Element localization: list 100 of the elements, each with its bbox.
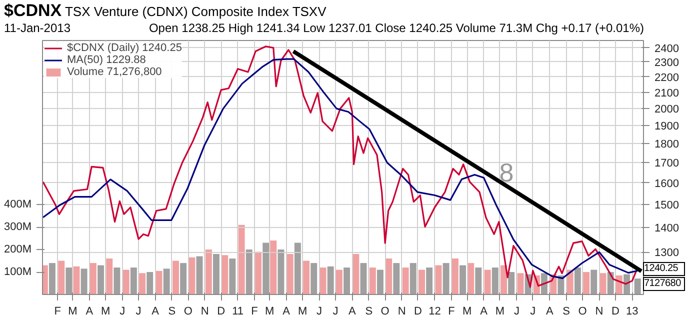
x-tick-label: J xyxy=(530,306,536,318)
bar xyxy=(246,250,252,294)
bar xyxy=(98,265,104,294)
bar xyxy=(180,263,187,294)
y2-tick-label: 1400 xyxy=(654,222,679,234)
text: 11-Jan-2013 xyxy=(4,21,70,36)
y2-tick-label: 2400 xyxy=(654,42,679,55)
y2-tick-label: 2300 xyxy=(654,56,679,69)
bar xyxy=(58,260,65,294)
x-tick-label: M xyxy=(68,306,78,318)
x-tick-label: N xyxy=(595,306,604,318)
bar xyxy=(163,268,170,294)
x-tick-label: M xyxy=(495,306,505,318)
bar xyxy=(130,268,137,294)
bar xyxy=(418,270,426,294)
y2-tick-label: 1900 xyxy=(654,120,679,133)
x-tick-label: A xyxy=(282,306,291,318)
text: Open 1238.25 High 1241.34 Low 1237.01 Close 1240.25 Volume 71.3M Chg +0.17 (+0.01%) xyxy=(148,21,644,36)
y-tick-label: 200M xyxy=(4,244,32,256)
bar xyxy=(255,252,262,294)
x-tick-label: A xyxy=(546,306,554,318)
bar xyxy=(66,268,72,294)
bar xyxy=(468,263,474,294)
x-tick-label: O xyxy=(578,306,588,318)
bar xyxy=(386,258,392,294)
x-tick-label: J xyxy=(514,306,520,318)
bar xyxy=(196,256,203,294)
bar xyxy=(278,250,284,294)
x-tick-label: J xyxy=(316,306,322,318)
y2-tick-label: 1300 xyxy=(654,247,679,260)
bar xyxy=(410,263,416,294)
y-tick-label: 100M xyxy=(4,266,32,278)
x-tick-label: J xyxy=(136,306,142,318)
x-tick-label: S xyxy=(168,306,176,318)
y2-tick-label: 1800 xyxy=(654,138,679,151)
bar xyxy=(590,270,598,294)
x-tick-label: O xyxy=(184,306,193,318)
annotation: 8 xyxy=(499,158,514,188)
bar xyxy=(566,270,574,294)
bar xyxy=(583,272,590,294)
bar xyxy=(344,268,350,294)
bar xyxy=(310,263,318,294)
bar xyxy=(475,268,482,294)
x-tick-label: N xyxy=(200,306,209,318)
x-tick-label: A xyxy=(348,306,357,318)
bar xyxy=(286,254,294,294)
x-tick-label: M xyxy=(462,306,472,318)
bar xyxy=(156,270,162,294)
y2-tick-label: 1500 xyxy=(654,199,679,212)
bar xyxy=(484,270,491,294)
x-tick-label: M xyxy=(101,306,110,318)
bar xyxy=(294,242,301,294)
bar xyxy=(492,268,498,294)
bar xyxy=(435,265,442,294)
x-tick-label: D xyxy=(414,306,422,318)
bar xyxy=(376,270,384,294)
bar xyxy=(327,266,334,294)
bar xyxy=(114,268,120,294)
y-tick-label: 300M xyxy=(4,221,32,234)
x-tick-label: 12 xyxy=(428,306,441,318)
bar xyxy=(460,265,466,294)
bar xyxy=(452,258,458,294)
x-tick-label: D xyxy=(611,306,620,318)
x-tick-label: J xyxy=(332,306,338,318)
bar xyxy=(188,257,196,294)
bar xyxy=(212,254,220,294)
bar xyxy=(80,268,88,294)
bar xyxy=(222,255,228,294)
bar xyxy=(229,258,236,294)
x-tick-label: 13 xyxy=(626,306,638,318)
bar xyxy=(205,250,212,294)
bar xyxy=(320,268,326,294)
y2-tick-label: 2000 xyxy=(654,104,679,116)
x-tick-label: 11 xyxy=(232,306,244,318)
bar xyxy=(402,268,409,294)
bar xyxy=(262,242,270,294)
x-tick-label: J xyxy=(120,306,126,318)
x-tick-label: N xyxy=(398,306,406,318)
bar xyxy=(393,263,400,294)
bar xyxy=(634,278,641,294)
x-tick-label: A xyxy=(152,306,160,318)
bar xyxy=(574,268,581,294)
x-tick-label: M xyxy=(265,306,274,318)
bar xyxy=(238,224,245,294)
bar xyxy=(303,260,310,294)
bar xyxy=(73,266,80,294)
bar xyxy=(600,273,606,294)
x-tick-label: S xyxy=(365,306,373,318)
bar xyxy=(517,273,524,294)
y2-tick-label: 2100 xyxy=(654,87,679,100)
bar xyxy=(139,273,146,294)
x-tick-label: A xyxy=(86,306,94,318)
bar xyxy=(336,270,342,294)
bar xyxy=(352,254,360,294)
bar xyxy=(442,263,450,294)
y2-tick-label: 2200 xyxy=(654,72,679,84)
x-tick-label: M xyxy=(298,306,308,318)
bar xyxy=(426,268,433,294)
bar xyxy=(500,265,508,294)
bar xyxy=(106,258,113,294)
